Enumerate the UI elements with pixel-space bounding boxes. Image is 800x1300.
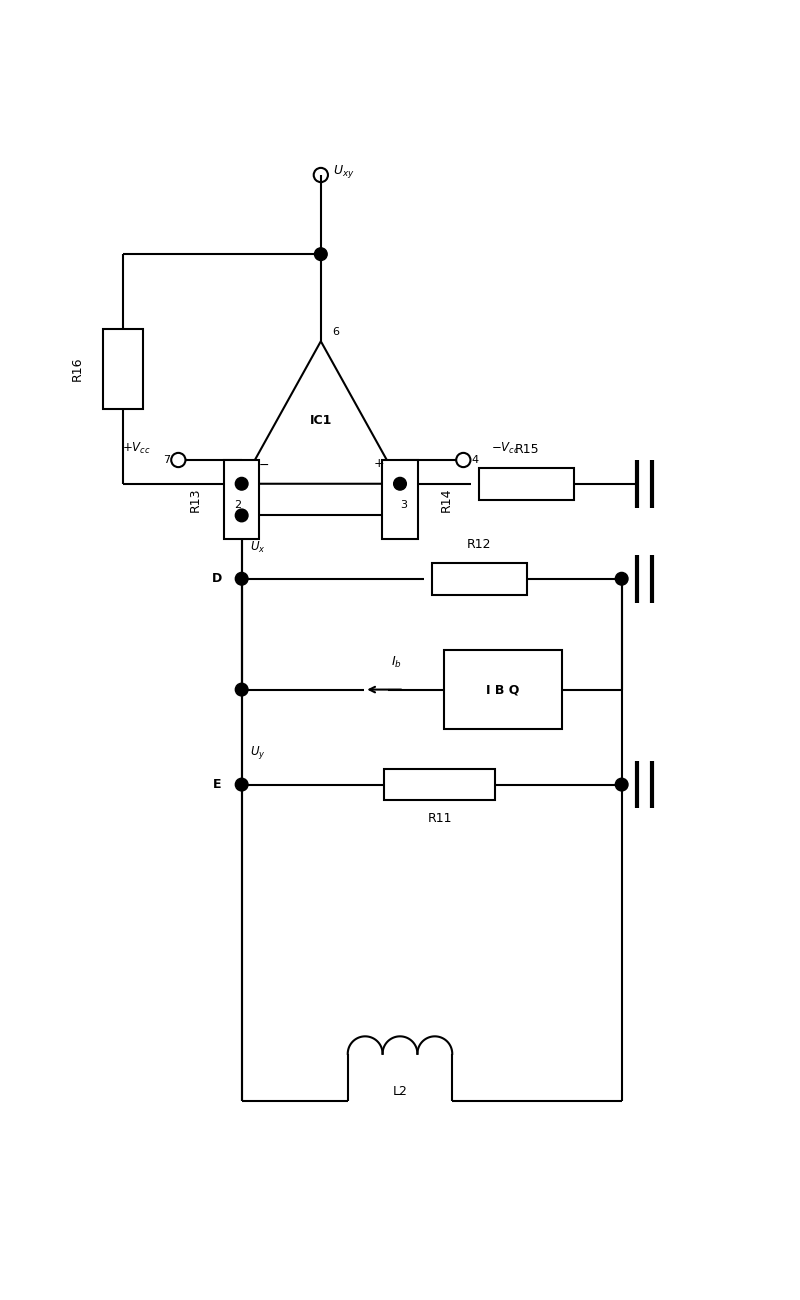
Text: $U_y$: $U_y$ <box>250 744 265 760</box>
Text: $+$: $+$ <box>373 458 384 471</box>
Bar <box>432 563 526 594</box>
Bar <box>382 460 418 540</box>
Text: R13: R13 <box>189 488 202 512</box>
Text: $+V_{cc}$: $+V_{cc}$ <box>122 441 150 456</box>
Text: I B Q: I B Q <box>486 682 520 696</box>
Circle shape <box>235 572 248 585</box>
Bar <box>479 468 574 499</box>
Text: R12: R12 <box>467 538 491 551</box>
Text: $-$: $-$ <box>258 458 269 471</box>
Text: R14: R14 <box>439 488 453 512</box>
Text: E: E <box>214 779 222 792</box>
Bar <box>443 650 562 729</box>
Circle shape <box>235 477 248 490</box>
Bar <box>384 768 495 801</box>
Circle shape <box>615 779 628 790</box>
Text: $U_x$: $U_x$ <box>250 540 265 555</box>
Text: 4: 4 <box>471 455 478 465</box>
Text: $U_{xy}$: $U_{xy}$ <box>333 162 354 179</box>
Text: 2: 2 <box>234 499 242 510</box>
Text: R16: R16 <box>70 356 83 381</box>
Text: 7: 7 <box>163 455 170 465</box>
Bar <box>103 329 142 408</box>
Circle shape <box>394 477 406 490</box>
Text: D: D <box>212 572 222 585</box>
Circle shape <box>314 248 327 260</box>
Text: $-V_{cc}$: $-V_{cc}$ <box>491 441 520 456</box>
Circle shape <box>615 572 628 585</box>
Text: IC1: IC1 <box>310 413 332 426</box>
Circle shape <box>235 510 248 521</box>
Text: 3: 3 <box>401 499 407 510</box>
Text: 6: 6 <box>333 328 340 337</box>
Text: L2: L2 <box>393 1086 407 1098</box>
Text: $I_b$: $I_b$ <box>390 655 402 670</box>
Circle shape <box>235 684 248 696</box>
Bar <box>224 460 259 540</box>
Text: R15: R15 <box>514 443 539 456</box>
Text: R11: R11 <box>427 812 452 826</box>
Circle shape <box>235 779 248 790</box>
